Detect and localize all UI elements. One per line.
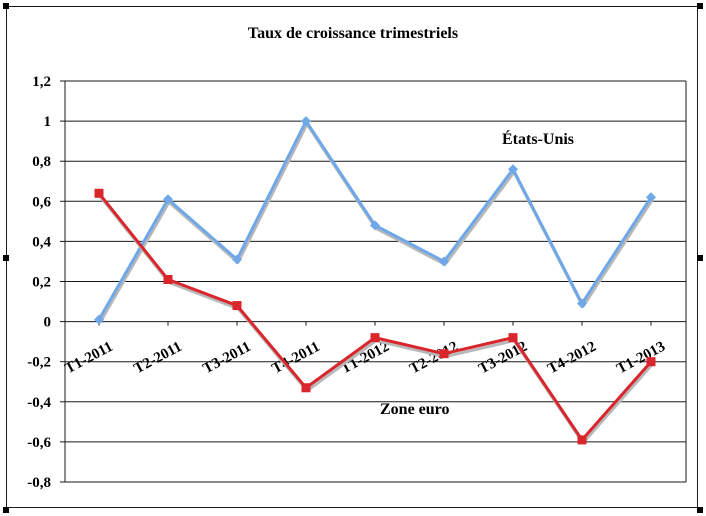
data-point-marker bbox=[163, 194, 173, 205]
y-tick-label: 0,2 bbox=[32, 275, 51, 291]
data-point-marker bbox=[370, 333, 380, 343]
annotation-zone-euro: Zone euro bbox=[380, 401, 449, 418]
gridlines bbox=[64, 80, 687, 483]
y-tick-label: 0 bbox=[44, 315, 52, 331]
data-point-marker bbox=[232, 301, 242, 311]
x-tick-label: T3-2011 bbox=[201, 339, 254, 377]
chart-title: Taux de croissance trimestriels bbox=[248, 25, 458, 42]
series-line-0 bbox=[97, 119, 653, 321]
y-tick-label: 1 bbox=[44, 114, 52, 130]
y-tick-label: -0,2 bbox=[27, 355, 51, 371]
data-point-marker bbox=[508, 164, 518, 175]
resize-handle-bottom-right[interactable] bbox=[697, 507, 703, 513]
y-tick-label: 0,4 bbox=[32, 234, 51, 250]
y-tick-label: 1,2 bbox=[32, 74, 51, 90]
data-point-marker bbox=[301, 383, 311, 393]
data-point-marker bbox=[646, 357, 656, 367]
y-tick-label: -0,6 bbox=[27, 435, 51, 451]
data-point-marker bbox=[232, 254, 242, 265]
data-point-marker bbox=[439, 256, 449, 267]
data-point-marker bbox=[163, 274, 173, 284]
chart-frame bbox=[6, 6, 698, 508]
data-point-marker bbox=[370, 220, 380, 231]
x-tick-label: T4-2012 bbox=[545, 339, 599, 378]
y-tick-label: -0,4 bbox=[27, 395, 51, 411]
series-shadow bbox=[98, 195, 654, 445]
y-tick-label: -0,8 bbox=[27, 475, 51, 491]
x-tick-label: T4-2011 bbox=[270, 339, 323, 377]
resize-handle-middle-right[interactable] bbox=[697, 255, 703, 261]
resize-handle-middle-left[interactable] bbox=[3, 255, 9, 261]
data-point-marker bbox=[646, 192, 656, 203]
data-point-marker bbox=[577, 298, 587, 309]
y-tick-label: 0,8 bbox=[32, 154, 51, 170]
series-group bbox=[94, 116, 656, 445]
resize-handle-top-left[interactable] bbox=[3, 3, 9, 9]
data-point-marker bbox=[508, 333, 518, 343]
x-tick-label: T2-2012 bbox=[407, 339, 461, 378]
data-point-marker bbox=[94, 314, 104, 325]
x-tick-label: T1-2011 bbox=[63, 339, 116, 377]
data-point-marker bbox=[577, 435, 587, 445]
x-tick-label: T2-2011 bbox=[132, 339, 185, 377]
y-axis: 1,2 1 0,8 0,6 0,4 0,2 0 -0,2 -0,4 -0,6 -0,8 bbox=[27, 74, 65, 491]
data-point-marker bbox=[439, 349, 449, 359]
y-tick-label: 0,6 bbox=[32, 194, 51, 210]
resize-handle-bottom-left[interactable] bbox=[3, 507, 9, 513]
data-point-marker bbox=[301, 116, 311, 127]
annotation-etats-unis: États-Unis bbox=[502, 129, 574, 148]
data-point-marker bbox=[94, 188, 104, 198]
resize-handle-top-right[interactable] bbox=[697, 3, 703, 9]
